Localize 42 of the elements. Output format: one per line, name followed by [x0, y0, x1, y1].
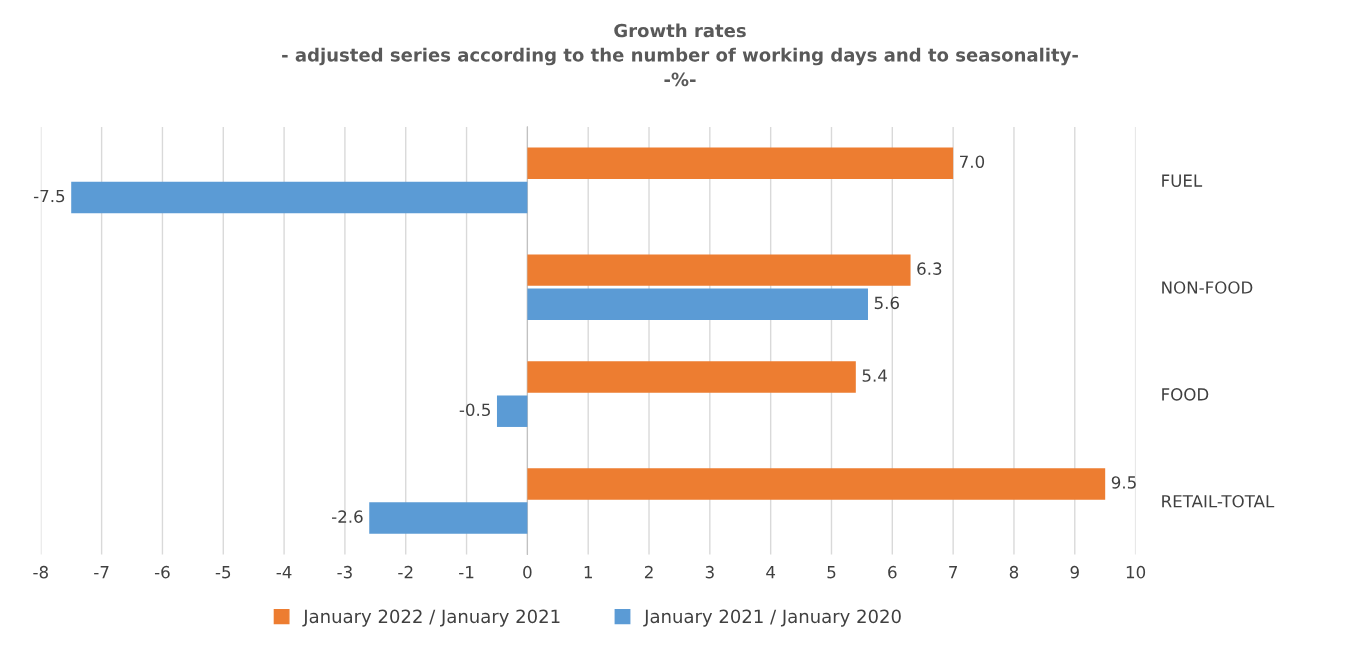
bar — [527, 254, 911, 286]
x-tick-label: -7 — [94, 566, 109, 579]
y-tick-label: FUEL — [1162, 174, 1203, 187]
x-tick-label: 3 — [705, 565, 714, 579]
x-tick-label: 1 — [584, 566, 592, 579]
y-tick-label: RETAIL-TOTAL — [1162, 494, 1275, 508]
data-label: 6.3 — [917, 262, 942, 275]
bar — [527, 288, 868, 321]
x-tick-label: -2 — [398, 565, 413, 579]
bar — [527, 468, 1106, 500]
data-label: 9.5 — [1111, 476, 1136, 489]
x-tick-label: -6 — [154, 565, 170, 579]
y-tick-label: NON-FOOD — [1162, 281, 1253, 294]
bar — [496, 395, 528, 427]
legend-label: January 2021 / January 2020 — [643, 609, 901, 627]
data-label: 7.0 — [960, 155, 985, 169]
x-tick-label: 10 — [1126, 565, 1146, 579]
legend-label: January 2022 / January 2021 — [302, 609, 560, 627]
data-label: 5.6 — [874, 296, 899, 310]
x-tick-label: -8 — [33, 565, 48, 579]
data-label: -2.6 — [331, 510, 363, 523]
x-tick-label: 5 — [827, 566, 836, 579]
x-tick-label: 0 — [523, 565, 532, 579]
bar — [71, 181, 528, 214]
x-tick-label: 9 — [1070, 565, 1079, 579]
x-tick-label: 2 — [644, 565, 653, 579]
data-label: 5.4 — [862, 369, 887, 382]
chart-title: Growth rates - adjusted series according to the number of working days and to seasonality- -%- — [282, 23, 1078, 87]
x-tick-label: 8 — [1009, 565, 1019, 579]
x-tick-label: -5 — [215, 566, 231, 579]
x-tick-label: -1 — [459, 566, 474, 579]
x-tick-label: 6 — [888, 565, 897, 579]
x-tick-label: 4 — [766, 566, 776, 579]
data-label: -0.5 — [459, 403, 490, 417]
x-tick-label: 7 — [949, 566, 958, 579]
bar — [527, 147, 954, 179]
data-label: -7.5 — [33, 189, 65, 203]
x-tick-label: -4 — [276, 566, 292, 579]
bar — [369, 502, 528, 534]
x-tick-label: -3 — [337, 565, 352, 579]
y-tick-label: FOOD — [1162, 388, 1209, 401]
bar — [527, 361, 856, 393]
